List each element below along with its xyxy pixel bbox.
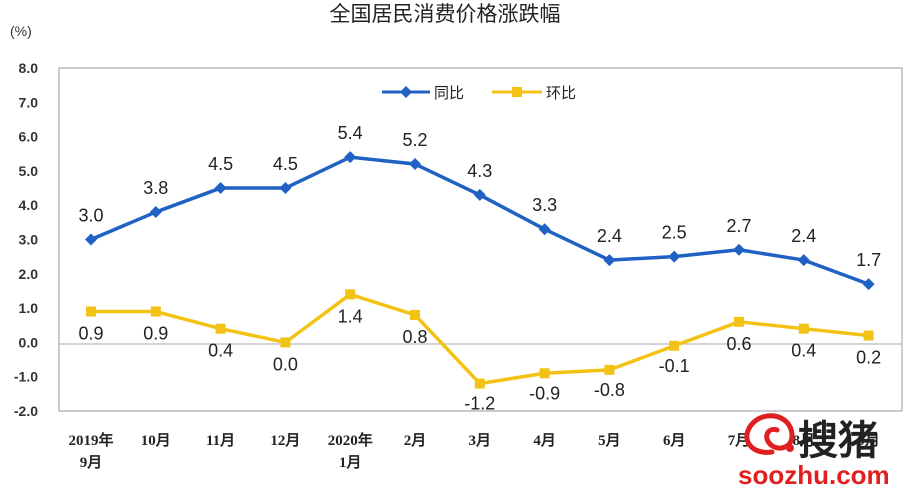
data-point-yoy [862,278,875,291]
legend-item-mom: 环比 [492,84,576,102]
data-point-yoy [409,158,421,171]
data-point-yoy [344,151,357,164]
watermark: 搜猪 soozhu.com [738,413,890,490]
y-tick-label: -2.0 [14,403,38,419]
x-tick-label: 10月 [141,432,171,449]
legend-marker-mom [512,87,522,97]
x-tick-label: 9月 [857,432,880,449]
x-tick-label: 5月 [598,432,621,449]
data-label-mom: 0.2 [856,348,881,368]
data-point-mom [215,323,226,334]
data-point-mom [734,316,744,327]
x-tick-label: 2月 [404,432,427,449]
data-label-yoy: 2.4 [791,226,816,246]
y-tick-label: 5.0 [19,163,39,179]
data-point-yoy [668,250,681,263]
y-tick-label: 2.0 [19,266,39,282]
y-tick-label: 8.0 [19,60,39,76]
data-point-yoy [149,206,162,219]
data-label-mom: 0.4 [791,341,816,361]
y-tick-label: 6.0 [19,129,39,145]
data-point-mom [280,337,291,348]
x-tick-label: 4月 [533,432,556,449]
y-tick-label: 7.0 [19,94,39,110]
data-label-mom: 0.9 [143,324,168,344]
x-tick-label: 2020年 [328,431,373,449]
data-label-mom: -0.9 [529,383,560,403]
data-label-mom: -0.1 [659,356,690,376]
data-label-yoy: 5.4 [338,123,363,143]
y-tick-label: 1.0 [19,300,39,316]
data-point-mom [539,368,550,379]
y-unit-label: (%) [10,23,32,39]
series-layer [85,151,875,389]
data-point-mom [150,306,161,317]
data-label-yoy: 2.5 [662,223,687,243]
data-label-mom: -0.8 [594,380,625,400]
data-labels: 3.0 3.8 4.5 4.5 5.4 5.2 4.3 3.3 2.4 2.5 2.7 2.4 1.7 0… [78,123,881,413]
x-tick-label: 6月 [663,432,686,449]
x-tick-label: 1月 [339,454,362,471]
data-label-mom: 1.4 [338,306,363,326]
y-axis: 8.0 7.0 6.0 5.0 4.0 3.0 2.0 1.0 0.0 -1.0 -2.0 [14,60,38,419]
x-tick-label: 3月 [469,432,492,449]
data-label-mom: 0.8 [402,327,427,347]
chart-title: 全国居民消费价格涨跌幅 [330,2,561,26]
data-label-yoy: 4.5 [273,154,298,174]
data-point-mom [798,323,809,334]
data-point-yoy [603,254,616,267]
data-point-yoy [473,188,486,201]
x-tick-label: 8月 [793,432,816,449]
pig-swirl-icon [744,413,795,455]
data-label-mom: -1.2 [464,394,495,414]
data-point-mom [410,309,420,320]
series-line-mom [91,292,869,386]
data-point-yoy [279,182,292,195]
legend-item-yoy: 同比 [382,84,464,102]
legend-label-mom: 环比 [546,84,576,102]
y-tick-label: 0.0 [19,334,39,350]
data-label-yoy: 2.7 [726,216,751,236]
data-point-mom [669,340,680,351]
data-label-yoy: 1.7 [856,250,881,270]
data-point-mom [86,306,96,317]
plot-area [58,67,903,412]
data-label-mom: 0.0 [273,354,298,374]
data-label-yoy: 4.5 [208,154,233,174]
data-label-yoy: 3.3 [532,195,557,215]
data-point-mom [863,330,874,341]
data-label-yoy: 5.2 [402,130,427,150]
data-label-mom: 0.4 [208,341,233,361]
x-tick-label: 11月 [206,432,235,449]
watermark-brand: 搜猪 [798,417,878,464]
y-tick-label: 3.0 [19,232,39,248]
y-tick-label: 4.0 [19,197,39,213]
watermark-url: soozhu.com [738,460,890,490]
data-point-yoy [538,223,551,236]
legend: 同比 环比 [382,84,576,102]
data-point-mom [604,364,615,375]
data-point-yoy [797,254,810,267]
data-label-yoy: 4.3 [467,161,492,181]
data-point-yoy [733,243,745,256]
legend-marker-yoy [400,86,412,98]
data-point-mom [345,289,356,300]
data-point-yoy [214,182,227,195]
x-tick-label: 2019年 [68,431,113,449]
data-label-yoy: 3.0 [78,206,103,226]
data-point-yoy [85,233,97,246]
data-label-yoy: 2.4 [597,226,622,246]
x-tick-label: 12月 [270,432,300,449]
data-point-mom [474,378,485,389]
legend-label-yoy: 同比 [434,84,464,102]
data-label-yoy: 3.8 [143,178,168,198]
x-tick-label: 9月 [80,454,103,471]
data-label-mom: 0.6 [726,334,751,354]
data-label-mom: 0.9 [78,324,103,344]
y-tick-label: -1.0 [14,369,38,385]
